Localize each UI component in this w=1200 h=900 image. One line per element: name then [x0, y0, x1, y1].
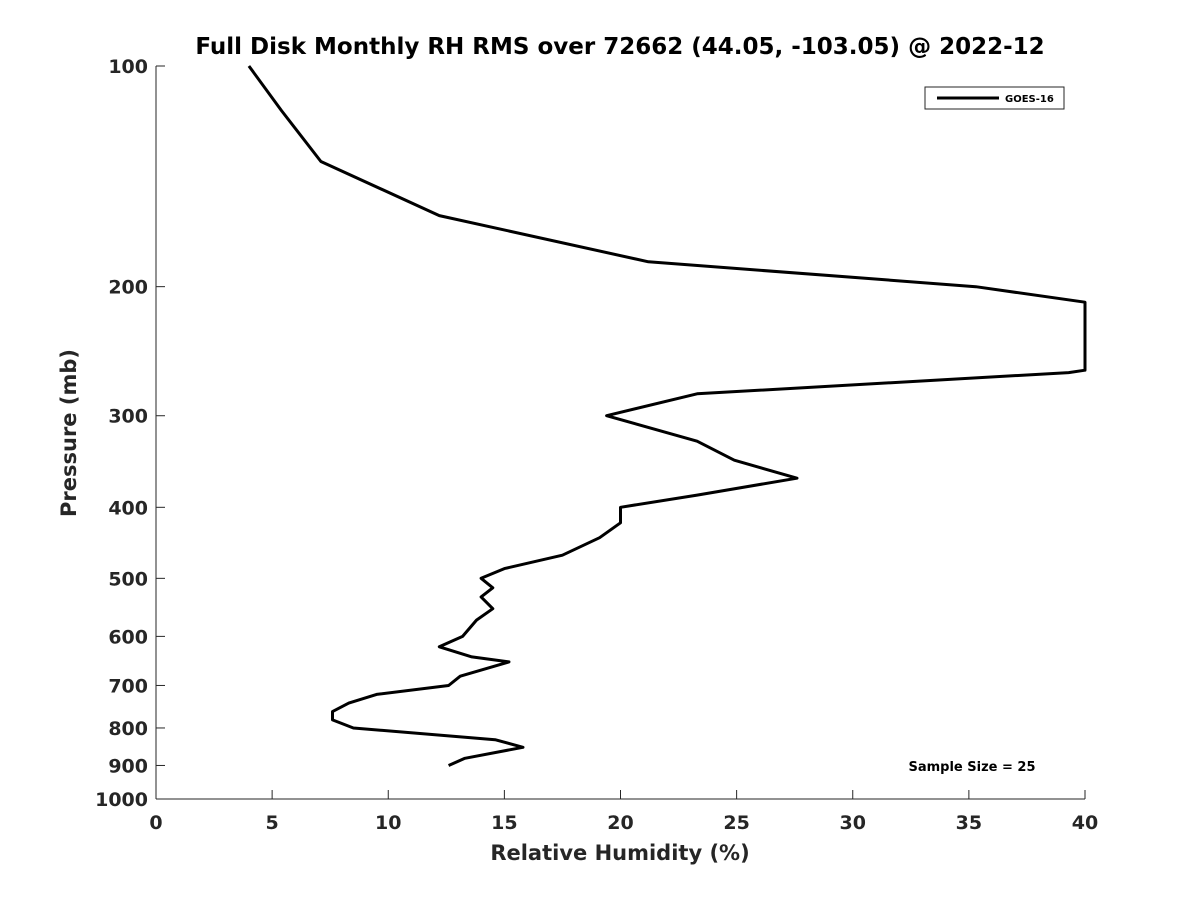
x-tick-label: 30 — [840, 812, 866, 834]
x-axis-label: Relative Humidity (%) — [490, 841, 749, 865]
y-tick-label: 600 — [108, 626, 148, 648]
y-tick-label: 700 — [108, 675, 148, 697]
y-tick-label: 800 — [108, 718, 148, 740]
x-tick-label: 25 — [723, 812, 749, 834]
x-tick-label: 10 — [375, 812, 401, 834]
x-tick-label: 0 — [149, 812, 162, 834]
sample-size-annotation: Sample Size = 25 — [908, 760, 1035, 775]
legend-label-goes-16: GOES-16 — [1005, 94, 1054, 105]
y-tick-label: 100 — [108, 56, 148, 78]
series-line-goes-16 — [247, 65, 1087, 767]
x-tick-label: 40 — [1072, 812, 1098, 834]
legend: GOES-16 — [924, 86, 1065, 110]
x-axis-ticks: 0 5 10 15 20 25 30 35 40 — [149, 790, 1098, 834]
plot-area-frame — [156, 66, 1085, 799]
y-tick-label: 1000 — [95, 789, 148, 811]
y-axis-label: Pressure (mb) — [57, 349, 81, 517]
x-tick-label: 35 — [956, 812, 982, 834]
chart-title: Full Disk Monthly RH RMS over 72662 (44.… — [195, 34, 1044, 60]
x-tick-label: 20 — [607, 812, 633, 834]
y-tick-label: 300 — [108, 406, 148, 428]
y-tick-label: 900 — [108, 755, 148, 777]
y-tick-label: 200 — [108, 277, 148, 299]
x-tick-label: 15 — [491, 812, 517, 834]
y-tick-label: 500 — [108, 568, 148, 590]
y-tick-label: 400 — [108, 497, 148, 519]
y-axis-ticks: 100 200 300 400 500 600 700 800 900 1000 — [95, 56, 165, 811]
x-tick-label: 5 — [266, 812, 279, 834]
